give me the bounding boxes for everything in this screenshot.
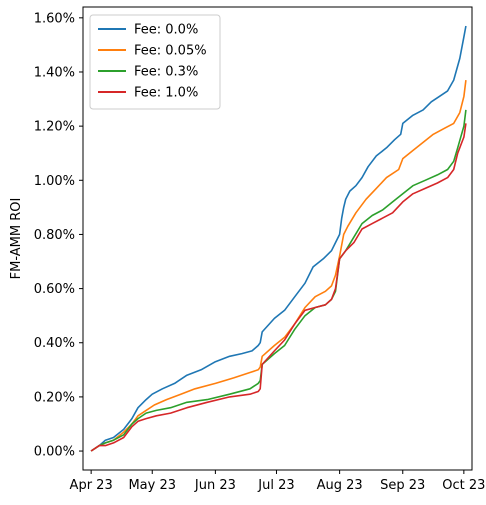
series-line-3 (90, 123, 467, 452)
plot-lines (90, 25, 467, 452)
x-tick-label: Aug 23 (317, 478, 363, 493)
y-tick-label: 0.60% (34, 282, 75, 297)
x-tick-label: Apr 23 (70, 478, 113, 493)
x-tick-label: Sep 23 (380, 478, 425, 493)
y-tick-label: 1.40% (34, 65, 75, 80)
y-tick-label: 0.40% (34, 336, 75, 351)
x-tick-label: May 23 (128, 478, 176, 493)
x-tick-label: Jun 23 (194, 478, 236, 493)
y-tick-label: 1.20% (34, 120, 75, 135)
series-line-1 (90, 80, 467, 452)
series-line-2 (90, 109, 467, 452)
y-axis: 0.00% 0.20% 0.40% 0.60% 0.80% 1.00% 1.20% 1.40%… (34, 11, 83, 460)
y-axis-label: FM-AMM ROI (9, 198, 24, 280)
legend-label: Fee: 0.05% (134, 44, 207, 59)
x-tick-label: Oct 23 (442, 478, 485, 493)
legend-label: Fee: 1.0% (134, 86, 198, 101)
plot-frame (82, 6, 473, 471)
y-tick-label: 0.80% (34, 228, 75, 243)
series-line-0 (90, 25, 467, 452)
y-tick-label: 1.60% (34, 11, 75, 26)
legend-box (89, 14, 221, 110)
x-axis: Apr 23 May 23 Jun 23 Jul 23 Aug 23 Sep 23 Oct … (70, 470, 485, 493)
legend-label: Fee: 0.3% (134, 65, 198, 80)
y-tick-label: 1.00% (34, 174, 75, 189)
y-tick-label: 0.00% (34, 445, 75, 460)
legend-label: Fee: 0.0% (134, 23, 198, 38)
legend: Fee: 0.0% Fee: 0.05% Fee: 0.3% Fee: 1.0% (89, 14, 221, 110)
y-tick-label: 0.20% (34, 390, 75, 405)
x-tick-label: Jul 23 (257, 478, 294, 493)
